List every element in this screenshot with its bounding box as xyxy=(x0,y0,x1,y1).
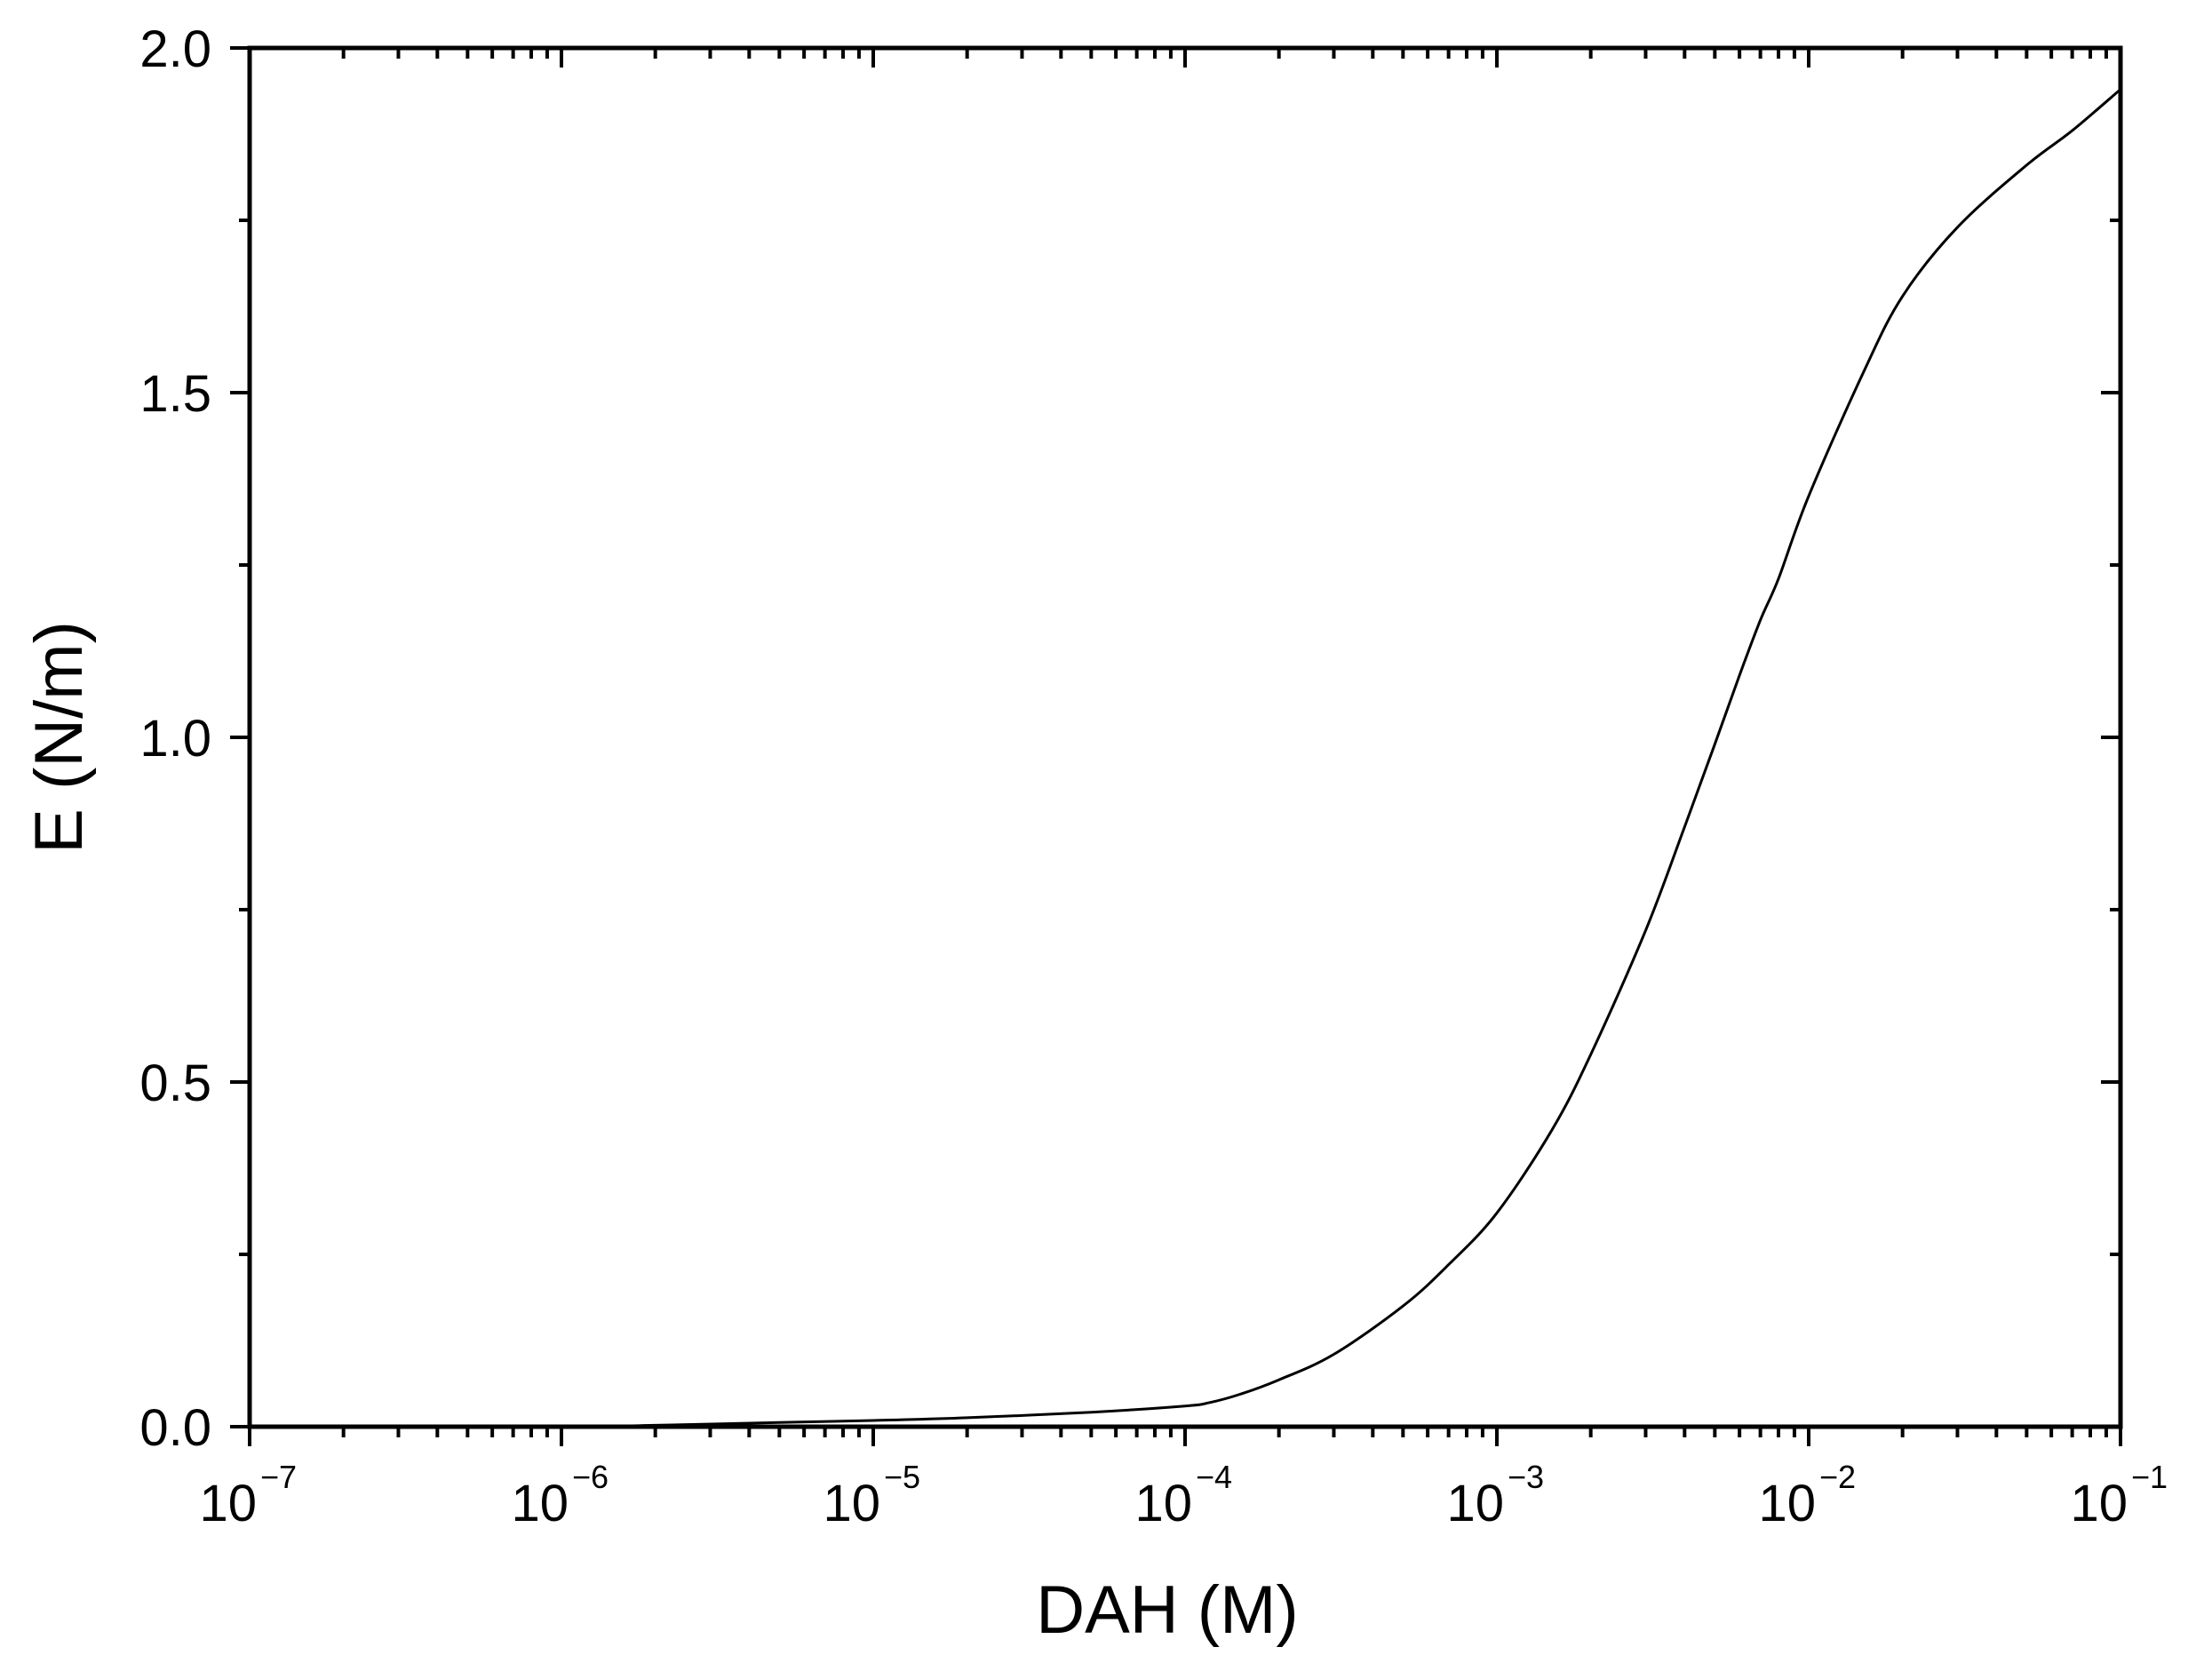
y-axis-title: E (N/m) xyxy=(21,621,97,854)
x-tick-label-base: 10 xyxy=(1134,1475,1192,1532)
y-tick-labels: 0.0 0.5 1.0 1.5 2.0 xyxy=(139,20,211,1457)
x-tick-label: 10 −6 xyxy=(511,1459,609,1532)
x-tick-label-exponent: −2 xyxy=(1819,1459,1856,1495)
x-tick-label: 10 −7 xyxy=(199,1459,297,1532)
x-tick-labels: 10 −7 10 −6 10 −5 10 −4 10 −3 10 −2 10 −1 xyxy=(199,1459,2168,1532)
y-tick-label: 0.5 xyxy=(139,1054,211,1112)
plot-frame xyxy=(247,45,2123,1429)
y-tick-label: 2.0 xyxy=(139,20,211,78)
x-tick-label: 10 −3 xyxy=(1446,1459,1544,1532)
x-tick-label-base: 10 xyxy=(1758,1475,1816,1532)
x-tick-label-base: 10 xyxy=(2070,1475,2128,1532)
x-tick-label-exponent: −5 xyxy=(884,1459,920,1495)
x-tick-label-exponent: −3 xyxy=(1508,1459,1544,1495)
series-line xyxy=(249,88,2121,1428)
x-tick-label-exponent: −7 xyxy=(260,1459,297,1495)
x-tick-label-base: 10 xyxy=(823,1475,880,1532)
y-tick-label: 1.5 xyxy=(139,365,211,423)
x-tick-label-base: 10 xyxy=(511,1475,569,1532)
x-axis-title: DAH (M) xyxy=(1036,1572,1299,1648)
x-tick-label-exponent: −1 xyxy=(2131,1459,2168,1495)
y-tick-label: 0.0 xyxy=(139,1399,211,1457)
x-tick-label-exponent: −4 xyxy=(1196,1459,1232,1495)
x-tick-label-exponent: −6 xyxy=(572,1459,609,1495)
x-tick-label-base: 10 xyxy=(199,1475,257,1532)
x-tick-label: 10 −1 xyxy=(2070,1459,2168,1532)
x-tick-label-base: 10 xyxy=(1446,1475,1504,1532)
series-layer xyxy=(249,88,2121,1428)
x-tick-label: 10 −5 xyxy=(823,1459,920,1532)
x-tick-label: 10 −4 xyxy=(1134,1459,1232,1532)
tick-marks xyxy=(230,46,2122,1446)
x-tick-label: 10 −2 xyxy=(1758,1459,1856,1532)
y-tick-label: 1.0 xyxy=(139,710,211,768)
